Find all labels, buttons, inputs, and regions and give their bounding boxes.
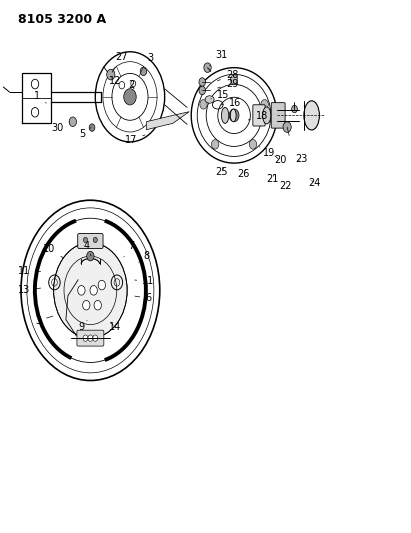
Text: 28: 28 [217,70,238,81]
Text: 3: 3 [145,53,153,69]
Circle shape [93,237,97,243]
Ellipse shape [304,101,319,130]
Circle shape [231,75,238,84]
Circle shape [199,78,206,86]
Text: 12: 12 [109,76,121,86]
Circle shape [107,69,115,80]
Text: 1: 1 [34,91,46,103]
Circle shape [53,243,127,338]
Text: 21: 21 [267,174,279,184]
Circle shape [199,86,206,95]
Text: 19: 19 [259,147,275,158]
Circle shape [292,106,297,113]
Text: 16: 16 [221,98,241,108]
Text: 25: 25 [215,167,227,177]
Text: 5: 5 [79,127,91,139]
Text: 22: 22 [279,181,291,191]
Text: 15: 15 [211,90,229,100]
Circle shape [88,335,93,341]
Text: 18: 18 [248,111,268,122]
Text: 14: 14 [109,322,121,333]
Circle shape [200,100,207,109]
FancyBboxPatch shape [253,105,265,126]
Text: 11: 11 [135,276,155,286]
Text: 29: 29 [217,78,238,88]
Circle shape [89,124,95,131]
Circle shape [87,252,94,261]
Text: 4: 4 [83,241,91,256]
Circle shape [78,286,85,295]
Text: 24: 24 [309,178,321,188]
Text: 17: 17 [125,135,145,146]
Text: 3: 3 [35,316,53,326]
Text: 8105 3200 A: 8105 3200 A [18,13,106,26]
Circle shape [204,63,211,72]
Text: 27: 27 [112,52,128,72]
Circle shape [124,88,136,105]
Text: 31: 31 [210,51,227,66]
Text: 10: 10 [44,244,64,258]
Ellipse shape [231,109,236,122]
Circle shape [212,140,219,149]
Circle shape [140,67,147,76]
Circle shape [90,286,97,295]
FancyBboxPatch shape [271,103,285,128]
Circle shape [261,100,268,109]
Text: 2: 2 [128,79,134,90]
Circle shape [94,301,102,310]
Circle shape [83,335,88,341]
Circle shape [283,122,291,132]
FancyBboxPatch shape [77,330,104,346]
Circle shape [249,140,256,149]
Circle shape [69,117,76,126]
Circle shape [229,109,239,122]
Text: 20: 20 [274,156,286,165]
Text: 30: 30 [52,122,69,133]
Text: 9: 9 [78,320,87,333]
Ellipse shape [263,107,271,124]
Circle shape [83,301,90,310]
Ellipse shape [205,96,214,103]
FancyBboxPatch shape [78,233,103,248]
Text: 7: 7 [124,241,134,257]
Text: 13: 13 [18,285,41,295]
Circle shape [93,335,98,341]
Text: 6: 6 [135,293,151,303]
Text: 23: 23 [295,154,307,164]
Polygon shape [146,112,189,130]
Circle shape [83,237,88,243]
Text: 26: 26 [237,169,249,179]
Text: 11: 11 [18,266,41,276]
Ellipse shape [222,108,229,123]
Text: 8: 8 [138,251,149,262]
Circle shape [98,280,106,290]
